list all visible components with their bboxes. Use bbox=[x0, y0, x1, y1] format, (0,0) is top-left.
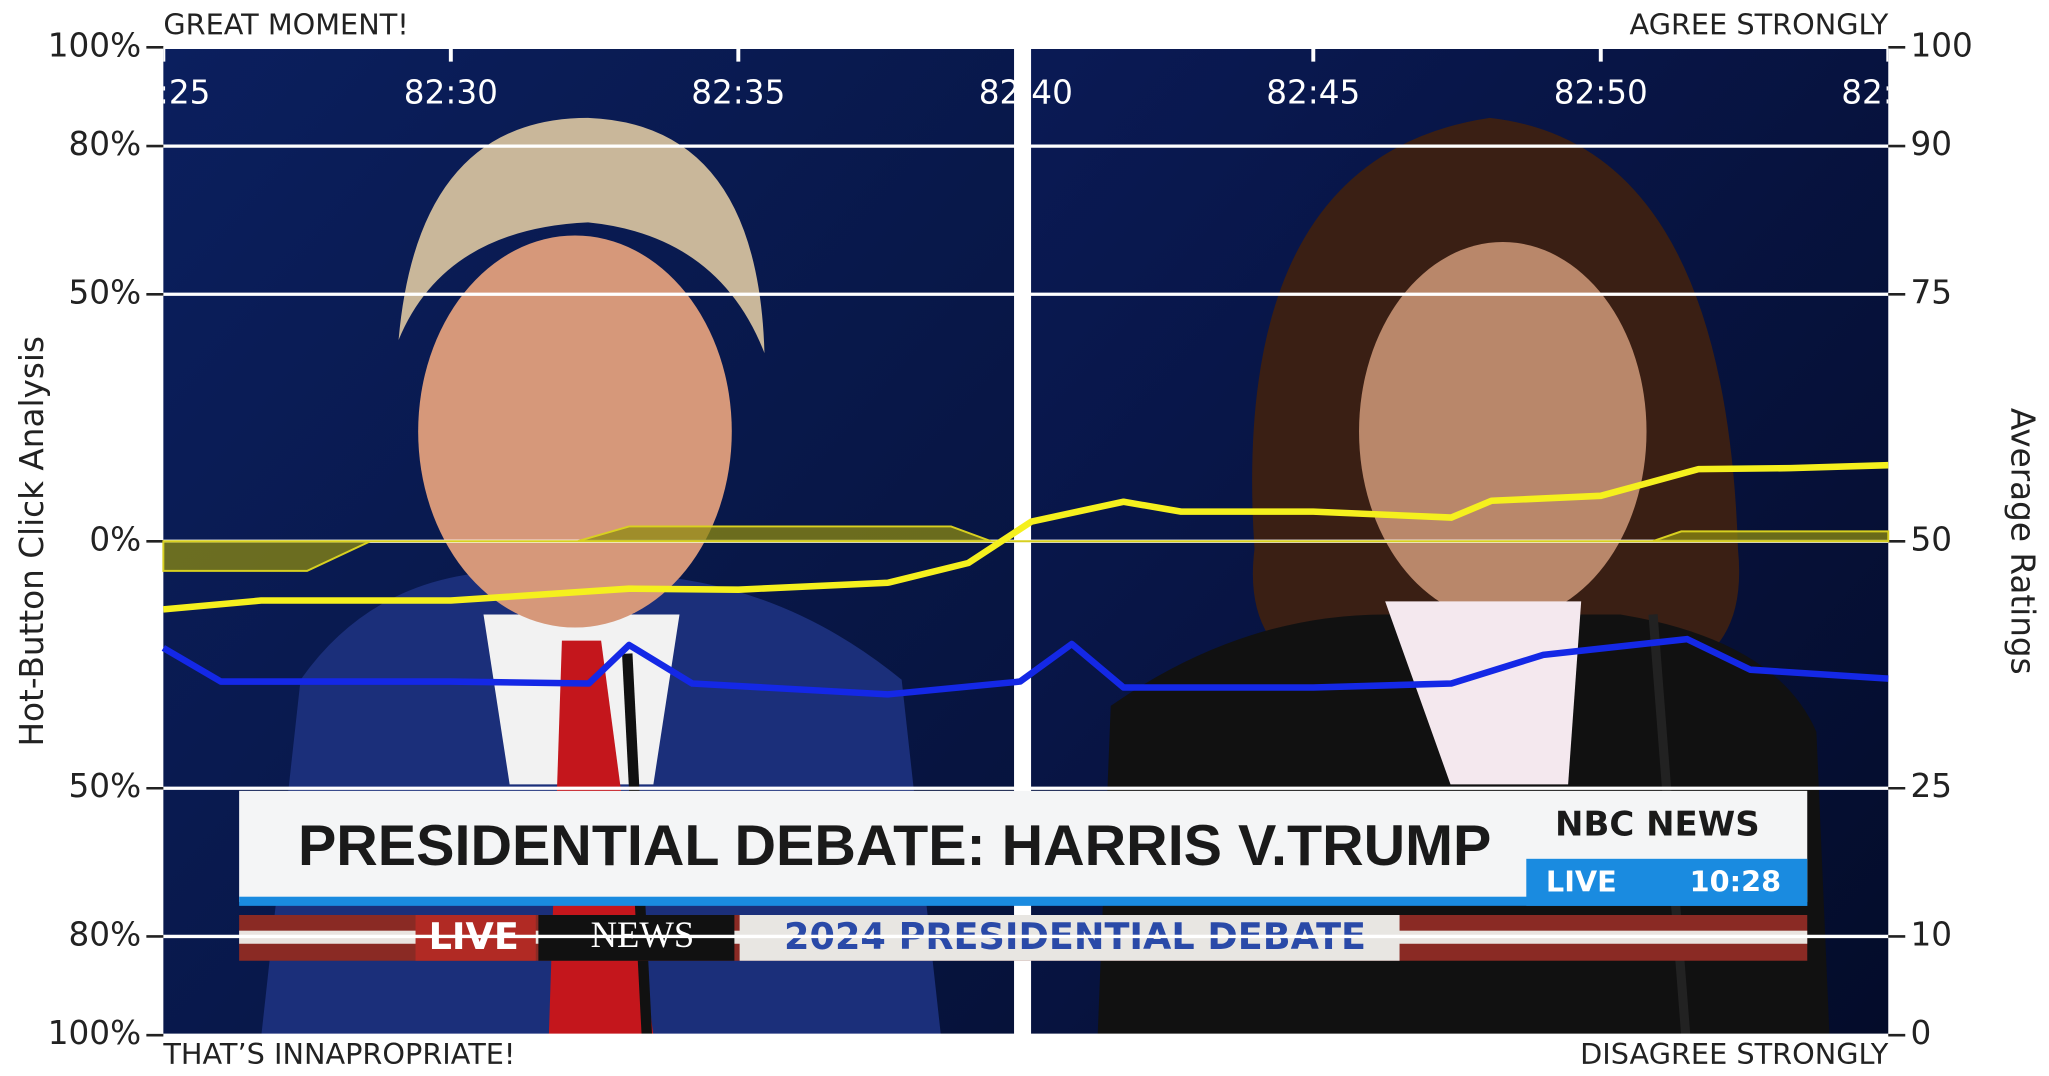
y-tick-label: 0% bbox=[89, 520, 141, 558]
y2-tick-label: 10 bbox=[1910, 915, 1952, 953]
x-tick-label: 82:55 bbox=[1841, 73, 1935, 111]
y2-tick-label: 90 bbox=[1910, 125, 1952, 163]
network-logo: NBC NEWS bbox=[1555, 805, 1760, 845]
ticker-network: NEWS bbox=[591, 914, 695, 955]
annotation: DISAGREE STRONGLY bbox=[1580, 1037, 1889, 1071]
y-tick-label: 80% bbox=[69, 125, 142, 163]
y-tick-label: 50% bbox=[69, 273, 142, 311]
x-tick-label: 82:45 bbox=[1266, 73, 1360, 111]
y2-tick-label: 100 bbox=[1910, 26, 1972, 64]
live-label: LIVE bbox=[1546, 865, 1617, 899]
y-tick-label: 80% bbox=[69, 915, 142, 953]
x-tick-label: 82:25 bbox=[116, 73, 210, 111]
x-tick-label: 82:50 bbox=[1554, 73, 1648, 111]
y-tick-label: 50% bbox=[69, 767, 142, 805]
clock: 10:28 bbox=[1690, 865, 1781, 899]
x-tick-label: 82:35 bbox=[691, 73, 785, 111]
annotation: GREAT MOMENT! bbox=[163, 7, 408, 41]
y2-tick-label: 25 bbox=[1910, 767, 1952, 805]
chart: PRESIDENTIAL DEBATE: HARRIS V.TRUMP NBC … bbox=[0, 0, 2049, 1076]
y2-tick-label: 0 bbox=[1910, 1014, 1931, 1052]
y2-axis-label: Average Ratings bbox=[2003, 408, 2041, 675]
annotation: THAT’S INNAPROPRIATE! bbox=[162, 1037, 515, 1071]
y-tick-label: 100% bbox=[48, 1014, 141, 1052]
x-tick-label: 82:40 bbox=[979, 73, 1073, 111]
x-tick-label: 82:30 bbox=[404, 73, 498, 111]
y-tick-label: 100% bbox=[48, 26, 141, 64]
annotation: AGREE STRONGLY bbox=[1630, 7, 1889, 41]
y2-tick-label: 75 bbox=[1910, 273, 1952, 311]
headline: PRESIDENTIAL DEBATE: HARRIS V.TRUMP bbox=[298, 814, 1491, 878]
y2-tick-label: 50 bbox=[1910, 520, 1952, 558]
y-axis-label: Hot-Button Click Analysis bbox=[13, 336, 51, 746]
